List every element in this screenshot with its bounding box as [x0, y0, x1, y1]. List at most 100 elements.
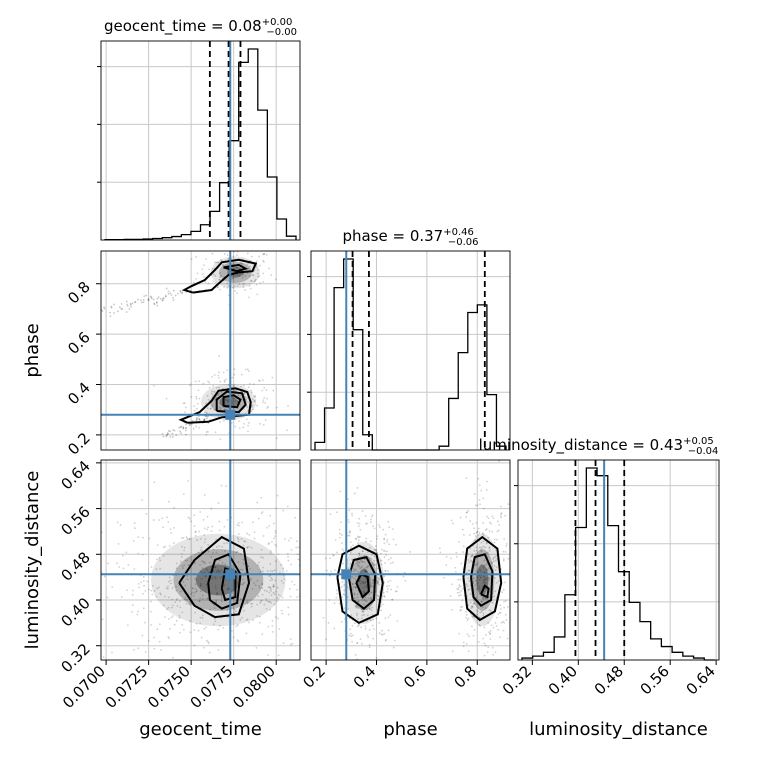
sample-point — [190, 520, 192, 523]
sample-point — [219, 408, 222, 411]
sample-point — [238, 524, 240, 527]
sample-point — [333, 602, 336, 605]
sample-point — [469, 593, 472, 596]
sample-point — [311, 571, 313, 573]
sample-point — [215, 570, 218, 572]
sample-point — [186, 598, 188, 601]
y-tick-label-luminosity_distance: 0.64 — [57, 457, 93, 493]
sample-point — [375, 597, 377, 599]
sample-point — [219, 272, 221, 275]
sample-point — [178, 426, 181, 429]
sample-point — [158, 586, 160, 589]
sample-point — [242, 384, 245, 387]
sample-point — [487, 551, 489, 554]
sample-point — [356, 642, 359, 644]
sample-point — [206, 528, 209, 531]
sample-point — [289, 587, 291, 590]
sample-point — [191, 419, 194, 422]
contour-line — [355, 573, 370, 599]
sample-point — [484, 529, 487, 531]
sample-point — [449, 595, 452, 597]
sample-point — [267, 405, 270, 408]
sample-point — [205, 411, 208, 414]
sample-point — [483, 654, 486, 657]
sample-point — [494, 569, 497, 572]
sample-point — [485, 569, 488, 572]
sample-point — [365, 608, 368, 611]
sample-point — [150, 565, 153, 568]
sample-point — [348, 509, 351, 512]
sample-point — [263, 260, 265, 263]
sample-point — [512, 615, 514, 617]
sample-point — [153, 384, 155, 387]
sample-point — [239, 618, 242, 621]
sample-point — [371, 578, 374, 581]
sample-point — [358, 554, 361, 557]
sample-point — [377, 580, 379, 583]
sample-point — [168, 637, 170, 640]
sample-point — [164, 616, 166, 618]
sample-point — [257, 595, 260, 598]
sample-point — [218, 559, 221, 561]
sample-point — [232, 385, 235, 388]
sample-point — [333, 627, 336, 630]
sample-point — [478, 585, 481, 588]
sample-point — [491, 530, 494, 533]
sample-point — [210, 565, 213, 568]
sample-point — [354, 575, 357, 578]
sample-point — [363, 554, 366, 557]
sample-point — [362, 610, 365, 613]
sample-point — [469, 547, 471, 550]
sample-point — [260, 556, 263, 559]
sample-point — [485, 489, 488, 491]
sample-point — [300, 559, 302, 561]
sample-point — [477, 641, 480, 643]
sample-point — [119, 524, 122, 526]
sample-point — [324, 557, 327, 560]
sample-point — [486, 541, 488, 544]
sample-point — [389, 579, 392, 582]
y-tick-label-phase: 0.2 — [64, 429, 94, 459]
sample-point — [191, 591, 194, 594]
sample-point — [326, 569, 328, 572]
sample-point — [289, 537, 292, 539]
sample-point — [260, 496, 263, 499]
sample-point — [263, 603, 266, 606]
sample-point — [225, 485, 227, 488]
sample-point — [217, 285, 220, 287]
sample-point — [488, 567, 490, 570]
sample-point — [394, 639, 396, 642]
sample-point — [259, 264, 262, 267]
sample-point — [233, 608, 236, 611]
pair-panel-phase-luminosity_distance — [310, 459, 514, 661]
sample-point — [158, 556, 161, 559]
sample-point — [265, 253, 268, 256]
sample-point — [391, 598, 394, 601]
sample-point — [458, 594, 460, 597]
sample-point — [303, 562, 305, 564]
density-level — [350, 555, 378, 611]
sample-point — [501, 620, 504, 623]
sample-point — [356, 625, 359, 628]
sample-point — [153, 636, 155, 639]
sample-point — [380, 563, 383, 566]
sample-point — [465, 617, 468, 619]
sample-point — [347, 518, 350, 521]
sample-point — [301, 629, 303, 631]
sample-point — [261, 389, 264, 392]
sample-point — [387, 580, 389, 583]
sample-point — [492, 557, 495, 560]
sample-point — [255, 283, 258, 286]
sample-point — [203, 646, 205, 649]
sample-point — [224, 401, 226, 404]
sample-point — [238, 283, 241, 286]
sample-point — [465, 477, 468, 480]
sample-point — [212, 552, 214, 554]
sample-point — [201, 594, 204, 597]
sample-point — [351, 634, 354, 637]
sample-point — [364, 599, 367, 602]
density-level — [151, 533, 286, 627]
sample-point — [234, 390, 236, 392]
sample-point — [478, 532, 481, 534]
y-axis-label-phase: phase — [22, 323, 43, 377]
